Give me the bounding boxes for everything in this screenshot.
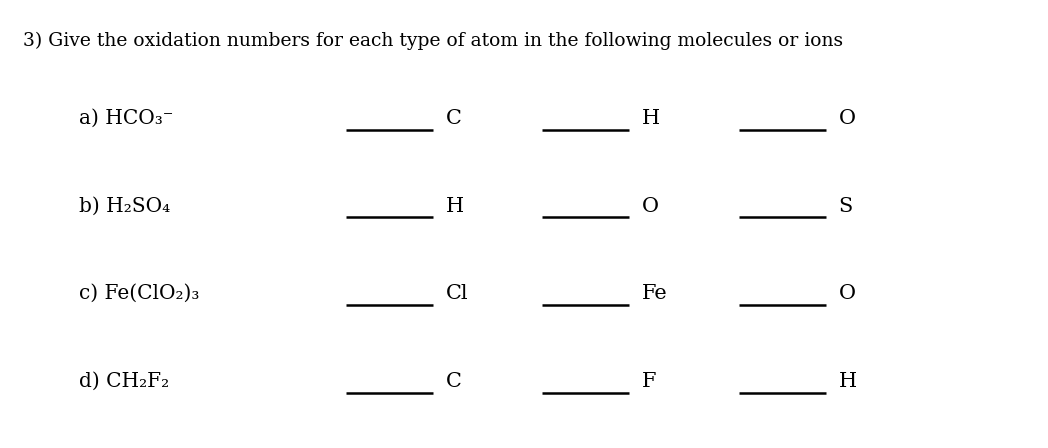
Text: 3) Give the oxidation numbers for each type of atom in the following molecules o: 3) Give the oxidation numbers for each t… [23,31,844,50]
Text: a) HCO₃⁻: a) HCO₃⁻ [79,109,173,128]
Text: C: C [445,109,461,128]
Text: O: O [838,284,855,303]
Text: b) H₂SO₄: b) H₂SO₄ [79,197,170,215]
Text: Fe: Fe [641,284,668,303]
Text: H: H [641,109,659,128]
Text: H: H [445,197,463,215]
Text: H: H [838,372,856,391]
Text: O: O [838,109,855,128]
Text: F: F [641,372,656,391]
Text: Cl: Cl [445,284,468,303]
Text: d) CH₂F₂: d) CH₂F₂ [79,372,169,391]
Text: c) Fe(ClO₂)₃: c) Fe(ClO₂)₃ [79,284,199,303]
Text: C: C [445,372,461,391]
Text: O: O [641,197,658,215]
Text: S: S [838,197,853,215]
